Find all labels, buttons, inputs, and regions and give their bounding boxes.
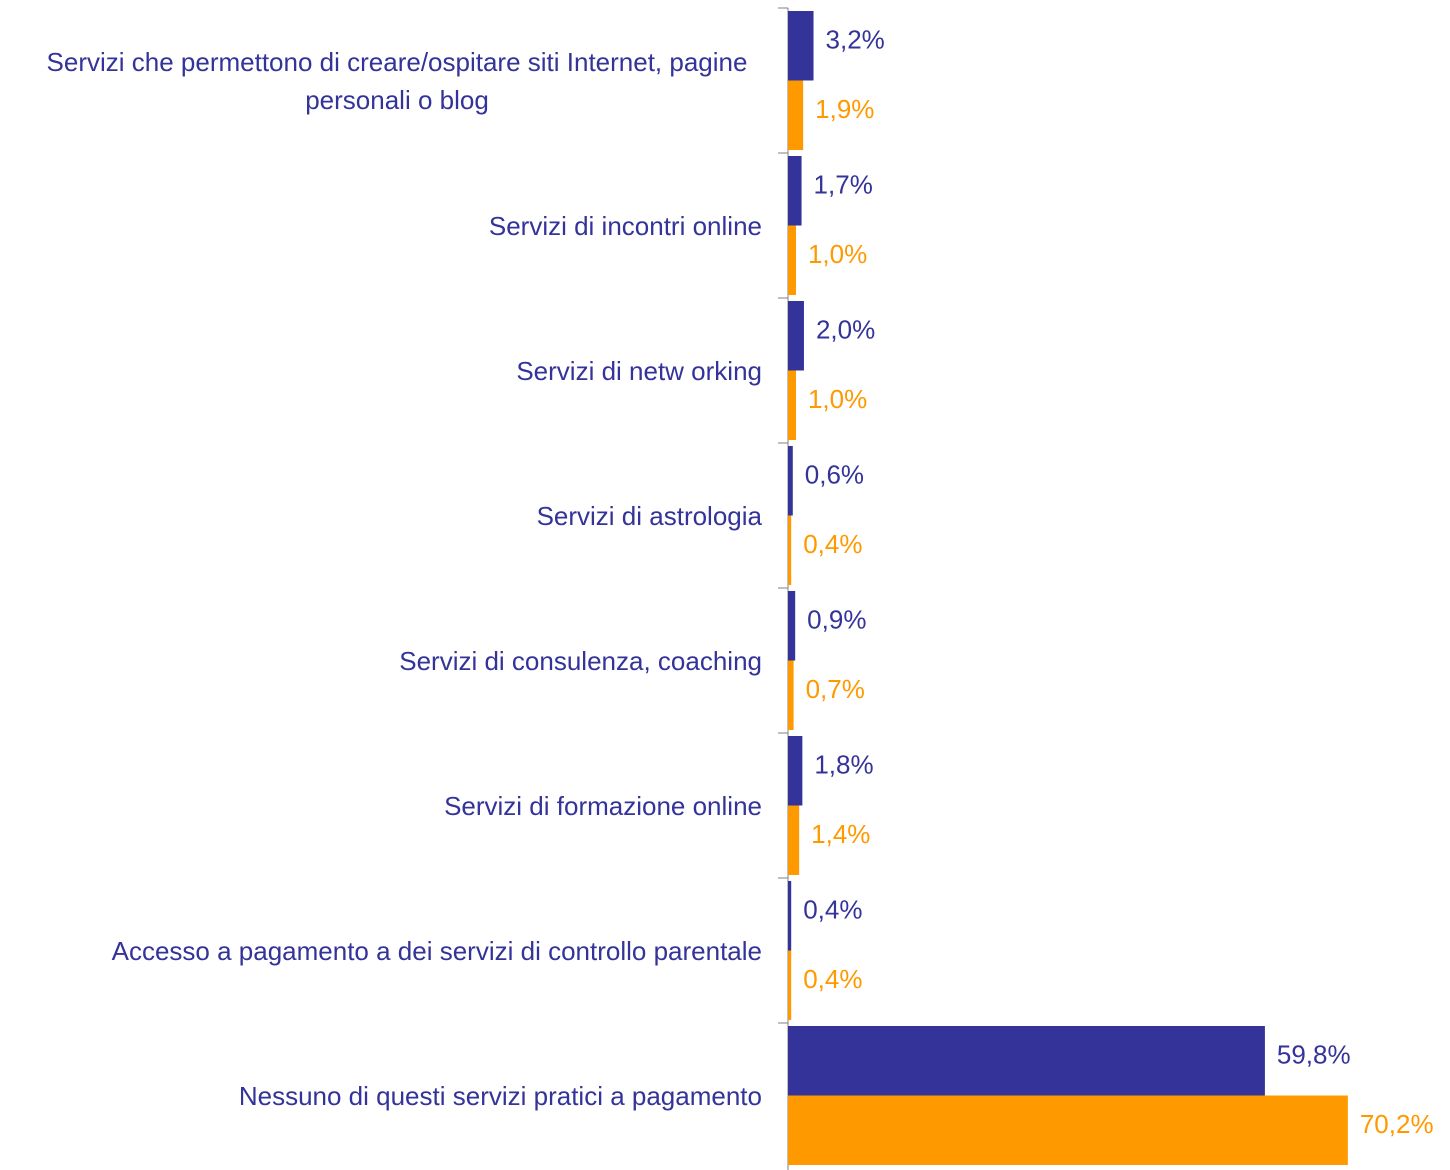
bar bbox=[788, 591, 796, 661]
category-label: Servizi di netw orking bbox=[516, 355, 762, 386]
category-label: Servizi di consulenza, coaching bbox=[399, 645, 762, 676]
value-label: 3,2% bbox=[826, 25, 885, 55]
bar bbox=[788, 881, 792, 951]
bar bbox=[788, 370, 796, 440]
value-label: 0,4% bbox=[803, 964, 862, 994]
value-label: 0,4% bbox=[803, 529, 862, 559]
bar bbox=[788, 11, 814, 81]
category-label: Servizi che permettono di creare/ospitar… bbox=[46, 46, 748, 115]
value-label: 70,2% bbox=[1360, 1109, 1434, 1139]
value-label: 59,8% bbox=[1277, 1040, 1351, 1070]
category-label: Accesso a pagamento a dei servizi di con… bbox=[111, 935, 762, 966]
bar bbox=[788, 446, 793, 516]
bar bbox=[788, 156, 802, 226]
value-label: 0,4% bbox=[803, 895, 862, 925]
bar bbox=[788, 225, 796, 295]
bar bbox=[788, 805, 800, 875]
value-label: 1,9% bbox=[815, 94, 874, 124]
category-label: Servizi di formazione online bbox=[444, 790, 762, 821]
bar bbox=[788, 80, 804, 150]
category-label: Servizi di incontri online bbox=[488, 210, 762, 241]
bar bbox=[788, 515, 792, 585]
value-label: 1,0% bbox=[808, 384, 867, 414]
value-label: 1,8% bbox=[814, 750, 873, 780]
bar bbox=[788, 301, 804, 371]
category-label: Nessuno di questi servizi pratici a paga… bbox=[238, 1080, 762, 1111]
value-label: 0,9% bbox=[807, 605, 866, 635]
category-label: Servizi di astrologia bbox=[536, 500, 762, 531]
bar bbox=[788, 660, 794, 730]
bar bbox=[788, 1095, 1348, 1165]
value-label: 1,0% bbox=[808, 239, 867, 269]
value-label: 1,4% bbox=[811, 819, 870, 849]
bar bbox=[788, 950, 792, 1020]
value-label: 2,0% bbox=[816, 315, 875, 345]
bar bbox=[788, 1026, 1265, 1096]
value-label: 0,6% bbox=[805, 460, 864, 490]
bar bbox=[788, 736, 803, 806]
value-label: 0,7% bbox=[806, 674, 865, 704]
value-label: 1,7% bbox=[814, 170, 873, 200]
